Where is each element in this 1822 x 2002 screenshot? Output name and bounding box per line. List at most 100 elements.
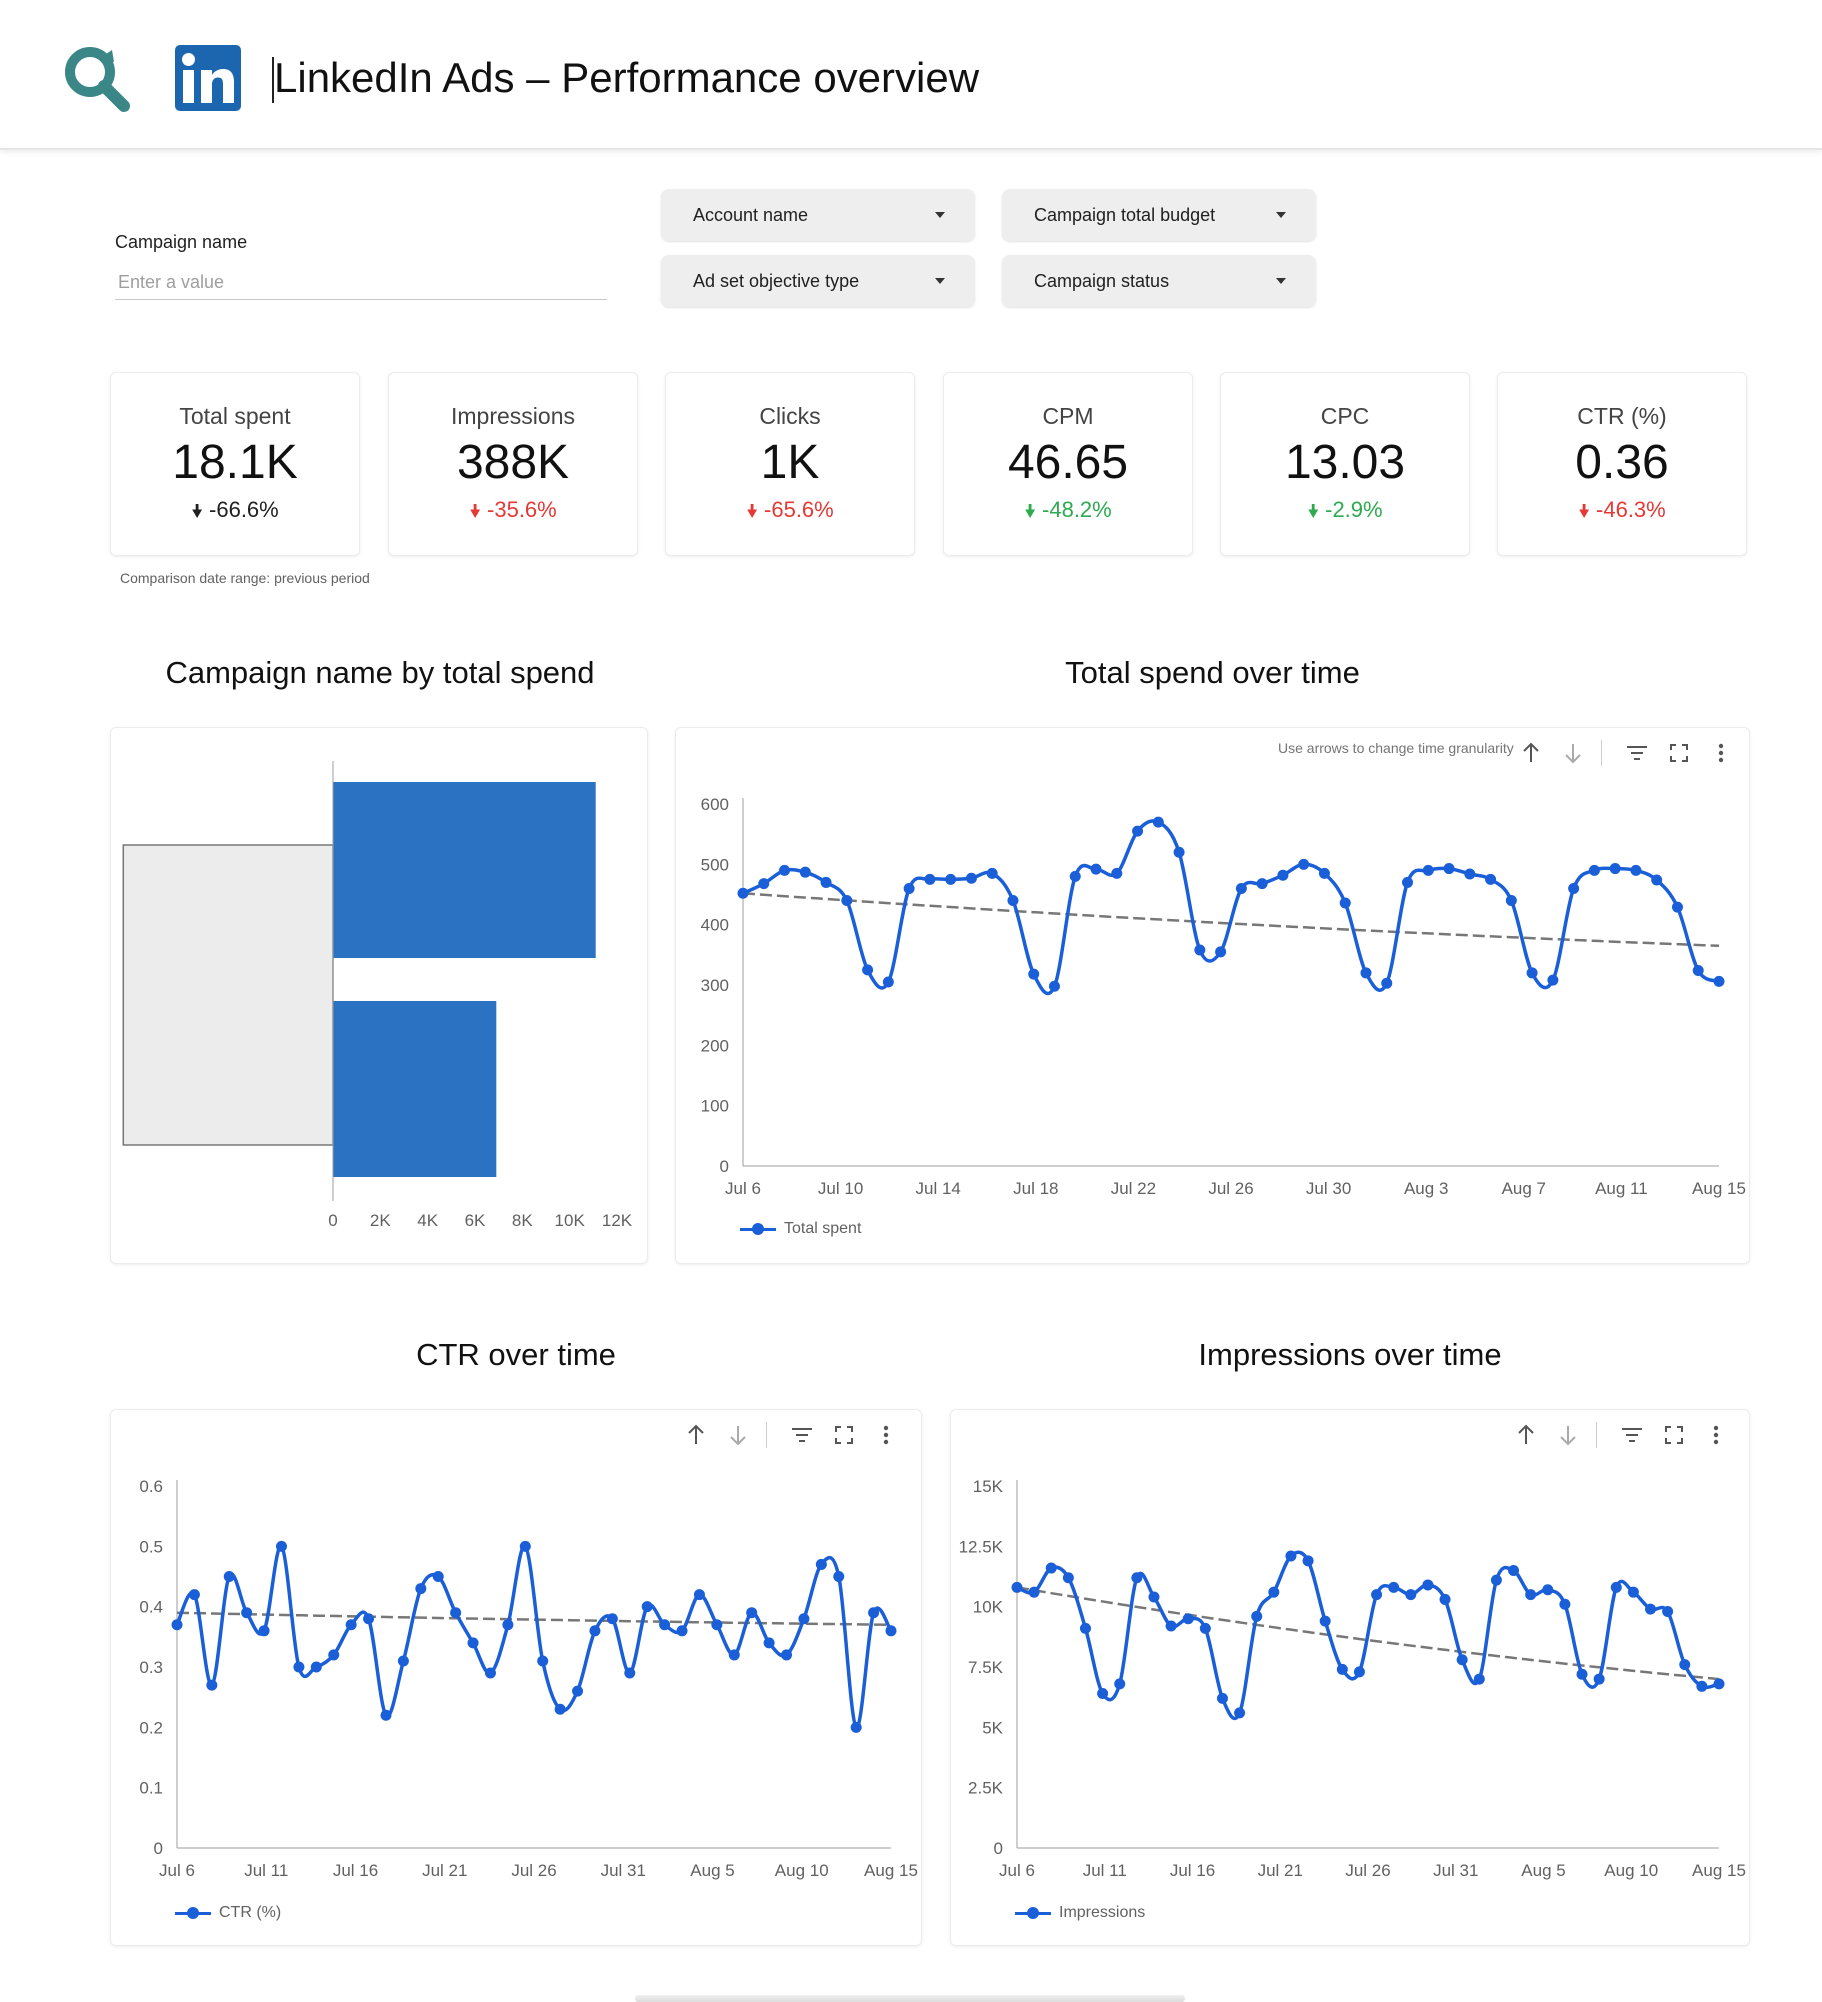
data-point [1559, 1598, 1571, 1610]
data-point [1339, 897, 1351, 909]
data-point [467, 1637, 479, 1649]
arrow-up-icon[interactable] [681, 1420, 711, 1450]
x-tick-label: Jul 30 [1306, 1179, 1351, 1198]
x-tick-label: Aug 10 [1604, 1861, 1658, 1880]
y-tick-label: 400 [701, 916, 729, 935]
fullscreen-icon[interactable] [829, 1420, 859, 1450]
toolbar-divider [1601, 740, 1602, 766]
data-point [1131, 1572, 1143, 1584]
data-point [659, 1619, 671, 1631]
data-point [728, 1649, 740, 1661]
dropdown-label: Ad set objective type [693, 271, 860, 291]
more-vert-icon[interactable] [1701, 1420, 1731, 1450]
campaign-total-budget-dropdown[interactable]: Campaign total budget [1002, 189, 1316, 241]
horizontal-scrollbar[interactable] [635, 1995, 1185, 2002]
campaign-name-input[interactable]: Enter a value [115, 268, 607, 300]
kpi-card-cpc: CPC 13.03 🠟 -2.9% [1220, 372, 1470, 556]
x-tick-label: Aug 5 [1521, 1861, 1565, 1880]
kpi-delta: 🠟 -66.6% [111, 497, 359, 529]
dropdown-label: Campaign status [1034, 271, 1170, 291]
data-point [1651, 874, 1663, 886]
y-tick-label: 0.1 [139, 1779, 163, 1798]
ad-set-objective-type-dropdown[interactable]: Ad set objective type [661, 255, 975, 307]
data-point [1114, 1678, 1126, 1690]
data-point [432, 1571, 444, 1582]
kpi-label: Total spent [179, 403, 291, 429]
x-tick-label: Jul 31 [601, 1861, 646, 1880]
data-point [606, 1613, 618, 1625]
y-tick-label: 0.5 [139, 1537, 163, 1556]
data-point [380, 1709, 392, 1721]
comparison-note: Comparison date range: previous period [120, 570, 370, 586]
filter-icon[interactable] [1617, 1420, 1647, 1450]
kpi-delta-value: -46.3% [1596, 497, 1666, 522]
data-point [1630, 864, 1642, 876]
more-vert-icon[interactable] [1706, 738, 1736, 768]
data-point [1152, 816, 1164, 828]
data-point [737, 887, 749, 899]
kpi-delta: 🠟 -65.6% [666, 497, 914, 529]
y-tick-label: 0.3 [139, 1658, 163, 1677]
data-point [1525, 1589, 1537, 1601]
caret-down-icon [1276, 212, 1286, 218]
kpi-delta-value: -65.6% [764, 497, 834, 522]
data-point [781, 1649, 793, 1661]
magnifier-icon[interactable] [60, 42, 132, 114]
data-point [310, 1661, 322, 1673]
arrow-up-icon[interactable] [1511, 1420, 1541, 1450]
top-header: LinkedIn Ads – Performance overview [0, 0, 1822, 150]
arrow-down-icon[interactable] [1553, 1420, 1583, 1450]
data-point [415, 1583, 427, 1595]
filter-icon[interactable] [787, 1420, 817, 1450]
data-point [1302, 1555, 1314, 1567]
data-point [885, 1625, 897, 1637]
kpi-value: 1K [760, 436, 820, 489]
arrow-down-icon[interactable] [1558, 738, 1588, 768]
fullscreen-icon[interactable] [1664, 738, 1694, 768]
x-tick-label: Jul 16 [1170, 1861, 1215, 1880]
bar-chart-card: 0 2K 4K 6K 8K 10K 12K [110, 727, 648, 1264]
data-point [450, 1607, 462, 1619]
data-point [589, 1625, 601, 1637]
more-vert-icon[interactable] [871, 1420, 901, 1450]
data-point [1336, 1663, 1348, 1675]
data-point [1422, 1579, 1434, 1591]
data-point [1028, 968, 1040, 980]
chart-legend[interactable]: Total spent [740, 1220, 861, 1238]
data-point [1443, 863, 1455, 875]
account-name-dropdown[interactable]: Account name [661, 189, 975, 241]
data-point [1079, 1622, 1091, 1634]
data-point [293, 1661, 305, 1673]
impressions-chart-title: Impressions over time [1198, 1337, 1502, 1372]
data-point [1456, 1654, 1468, 1666]
x-tick-label: 2K [370, 1211, 391, 1230]
arrow-down-icon: 🠟 [1307, 501, 1320, 521]
y-tick-label: 500 [701, 855, 729, 874]
legend-swatch-icon [740, 1221, 776, 1237]
filter-icon[interactable] [1622, 738, 1652, 768]
data-point [1371, 1589, 1383, 1601]
series-line [1016, 1550, 1720, 1721]
x-tick-label: 10K [555, 1211, 586, 1230]
arrow-down-icon[interactable] [723, 1420, 753, 1450]
data-point [1251, 1610, 1263, 1622]
data-point [1692, 965, 1704, 977]
data-point [1627, 1586, 1639, 1598]
campaign-status-dropdown[interactable]: Campaign status [1002, 255, 1316, 307]
data-point [171, 1619, 183, 1631]
legend-swatch-icon [175, 1905, 211, 1921]
data-point [820, 876, 832, 888]
chart-legend[interactable]: Impressions [1015, 1904, 1145, 1922]
data-point [1593, 1673, 1605, 1685]
text-cursor [272, 57, 274, 103]
chart-legend[interactable]: CTR (%) [175, 1904, 281, 1922]
fullscreen-icon[interactable] [1659, 1420, 1689, 1450]
data-point [945, 873, 957, 885]
data-point [1216, 1692, 1228, 1704]
page-title: LinkedIn Ads – Performance overview [274, 54, 980, 101]
x-tick-label: 4K [417, 1211, 438, 1230]
data-point [1318, 867, 1330, 879]
arrow-up-icon[interactable] [1516, 738, 1546, 768]
data-point [1388, 1581, 1400, 1593]
x-tick-label: Jul 14 [916, 1179, 961, 1198]
